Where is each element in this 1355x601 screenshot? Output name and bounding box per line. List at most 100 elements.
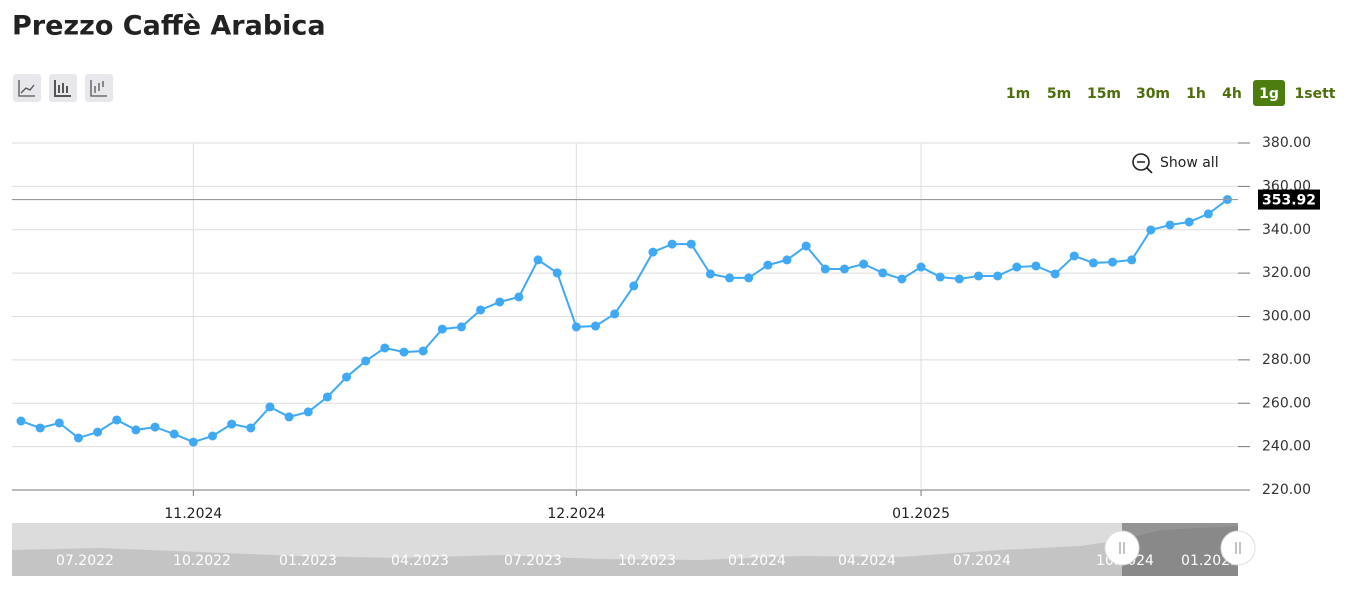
right-edge-clip <box>1258 523 1355 583</box>
timeframe-button[interactable]: 1h <box>1186 86 1206 102</box>
price-point <box>686 239 696 249</box>
price-point <box>667 239 677 249</box>
navigator-area <box>12 526 1238 576</box>
timeframe-button[interactable]: 30m <box>1136 86 1170 102</box>
navigator-label: 07.2024 <box>953 553 1011 569</box>
price-point <box>303 407 313 417</box>
timeframe-button[interactable]: 1g <box>1259 86 1279 102</box>
price-point <box>954 274 964 284</box>
price-point <box>763 260 773 270</box>
show-all-label[interactable]: Show all <box>1160 155 1219 171</box>
price-point <box>878 268 888 278</box>
price-point <box>342 372 352 382</box>
timeframe-button[interactable]: 5m <box>1047 86 1071 102</box>
price-point <box>456 322 466 332</box>
price-point <box>1146 225 1156 235</box>
price-point <box>705 269 715 279</box>
price-point <box>495 297 505 307</box>
y-tick-label: 340.00 <box>1262 222 1311 238</box>
price-point <box>1012 262 1022 272</box>
price-point <box>801 241 811 251</box>
navigator-label: 10.2022 <box>173 553 231 569</box>
navigator-selection[interactable] <box>1122 523 1238 576</box>
price-point <box>1069 251 1079 261</box>
y-tick-label: 380.00 <box>1262 135 1311 151</box>
y-tick-label: 240.00 <box>1262 439 1311 455</box>
timeframe-button[interactable]: 15m <box>1087 86 1121 102</box>
price-point <box>93 427 103 437</box>
price-point <box>974 271 983 281</box>
price-point <box>629 281 639 291</box>
price-point <box>514 292 524 302</box>
y-tick-label: 260.00 <box>1262 395 1311 411</box>
price-point <box>265 402 275 412</box>
price-point <box>571 322 581 332</box>
timeframe-button[interactable]: 1m <box>1006 86 1030 102</box>
price-point <box>744 273 754 283</box>
price-point <box>610 309 620 319</box>
x-tick-label: 01.2025 <box>892 506 950 522</box>
y-tick-label: 220.00 <box>1262 482 1311 498</box>
price-point <box>1031 261 1041 271</box>
price-point <box>591 321 600 331</box>
price-point <box>648 247 658 257</box>
price-point <box>150 422 160 432</box>
price-point <box>897 274 907 284</box>
price-point <box>322 392 332 402</box>
price-point <box>208 431 217 441</box>
navigator-label: 01.2024 <box>728 553 786 569</box>
chart-title: Prezzo Caffè Arabica <box>12 11 326 42</box>
price-point <box>552 268 562 278</box>
price-point <box>1184 217 1194 227</box>
price-point <box>284 412 294 422</box>
price-point <box>993 271 1003 281</box>
price-point <box>437 324 447 334</box>
chart-type-buttons <box>13 74 113 102</box>
price-point <box>1165 220 1175 230</box>
navigator-handle[interactable] <box>1220 530 1256 566</box>
price-point <box>859 259 869 269</box>
price-point <box>227 419 237 429</box>
price-point <box>476 305 486 315</box>
show-all-button[interactable]: Show all <box>1132 153 1219 174</box>
navigator-label: 04.2024 <box>838 553 896 569</box>
price-point <box>246 423 256 433</box>
timeframe-active-bg <box>1253 80 1285 106</box>
price-point <box>361 356 371 366</box>
price-point <box>16 416 26 426</box>
navigator-label: 10.2023 <box>618 553 676 569</box>
price-point <box>935 272 945 282</box>
timeframe-button[interactable]: 1sett <box>1295 86 1336 102</box>
x-tick-label: 12.2024 <box>547 506 605 522</box>
navigator-handle-grip <box>1235 542 1241 554</box>
last-price-box <box>1258 189 1320 210</box>
price-line <box>20 198 1229 444</box>
price-point <box>169 429 179 439</box>
price-point <box>533 255 543 265</box>
timeframe-button[interactable]: 4h <box>1222 86 1242 102</box>
price-point <box>399 347 409 357</box>
price-point <box>820 264 830 274</box>
price-point <box>73 433 83 443</box>
price-point <box>131 425 141 435</box>
y-tick-label: 280.00 <box>1262 352 1311 368</box>
price-point <box>112 415 122 425</box>
last-price-label: 353.92 <box>1262 193 1316 209</box>
navigator-handle[interactable] <box>1104 530 1140 566</box>
navigator: 07.2022 10.2022 01.2023 04.2023 07.2023 10.20… <box>12 523 1239 576</box>
price-point <box>1050 269 1060 279</box>
price-point <box>35 423 45 433</box>
price-point <box>54 418 64 428</box>
y-tick-label: 300.00 <box>1262 309 1311 325</box>
navigator-label: 04.2023 <box>391 553 449 569</box>
price-point <box>782 255 792 265</box>
price-point <box>188 437 198 447</box>
price-point <box>725 273 735 283</box>
y-tick-label: 320.00 <box>1262 265 1311 281</box>
price-point <box>1108 257 1118 267</box>
navigator-label: 07.2022 <box>56 553 114 569</box>
price-point <box>380 343 390 353</box>
price-point <box>1127 255 1137 265</box>
navigator-label: 07.2023 <box>504 553 562 569</box>
x-tick-label: 11.2024 <box>164 506 222 522</box>
